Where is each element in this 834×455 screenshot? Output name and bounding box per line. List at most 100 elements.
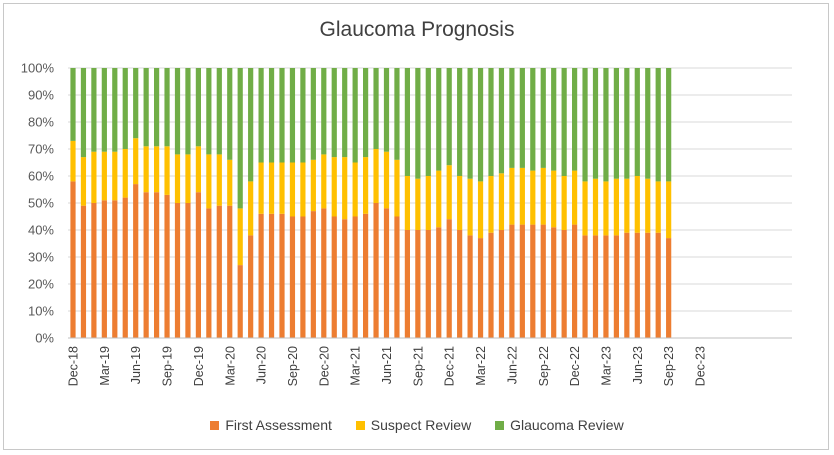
x-tick-label: Sep-20	[286, 346, 300, 386]
bar-segment	[666, 68, 672, 182]
bar-segment	[519, 167, 525, 225]
bar-segment	[289, 216, 296, 338]
bar-segment	[415, 178, 421, 230]
bar-segment	[592, 68, 599, 179]
bar-segment	[572, 170, 578, 225]
bar-segment	[572, 224, 578, 338]
bar-segment	[467, 235, 473, 338]
bar-segment	[248, 235, 254, 338]
bar-segment	[592, 178, 599, 236]
bar-segment	[268, 162, 275, 214]
legend-label: Glaucoma Review	[510, 417, 624, 433]
bar-segment	[530, 170, 536, 225]
x-tick-label: Mar-20	[223, 346, 237, 386]
bar-segment	[352, 162, 358, 217]
bar-segment	[154, 68, 160, 147]
bar-segment	[509, 167, 515, 225]
x-tick-label: Dec-23	[694, 346, 708, 386]
bar-segment	[289, 68, 296, 163]
bar-segment	[248, 68, 254, 182]
legend-item-glaucoma-review: Glaucoma Review	[495, 417, 624, 433]
bar-segment	[331, 216, 337, 338]
bar-segment	[645, 232, 651, 338]
bar-segment	[540, 68, 546, 168]
bar-segment	[363, 157, 369, 214]
bar-segment	[530, 68, 536, 171]
bar-segment	[634, 232, 640, 338]
bar-segment	[70, 181, 76, 338]
bar-segment	[509, 68, 515, 168]
bar-segment	[383, 151, 390, 209]
bar-segment	[582, 181, 588, 236]
bar-segment	[70, 68, 76, 141]
bar-segment	[237, 68, 243, 209]
x-tick-label: Jun-20	[255, 346, 269, 384]
bar-segment	[603, 181, 609, 236]
bar-segment	[561, 176, 567, 230]
bar-segment	[185, 68, 191, 155]
bar-segment	[457, 176, 463, 230]
x-tick-label: Jun-21	[380, 346, 394, 384]
bar-segment	[363, 68, 369, 158]
bar-segment	[363, 213, 369, 338]
y-tick-label: 10%	[28, 304, 54, 319]
bar-segment	[603, 235, 609, 338]
bar-segment	[457, 68, 463, 176]
bar-segment	[70, 140, 76, 182]
legend-swatch	[495, 421, 505, 430]
y-tick-label: 50%	[28, 196, 54, 211]
bar-segment	[91, 203, 97, 338]
y-axis-ticks: 0% 10% 20% 30% 40% 50% 60% 70% 80% 90% 100%	[21, 61, 55, 346]
bar-segment	[227, 68, 233, 160]
bar-segment	[404, 68, 410, 176]
bar-segment	[321, 208, 327, 338]
bar-segment	[216, 205, 222, 338]
bar-segment	[436, 170, 442, 228]
bar-segment	[216, 154, 222, 206]
bar-segment	[488, 176, 494, 233]
bar-segment	[666, 238, 672, 338]
bar-segment	[383, 208, 390, 338]
bar-segment	[457, 230, 463, 338]
y-tick-label: 30%	[28, 250, 54, 265]
bar-segment	[279, 68, 285, 163]
bar-segment	[164, 146, 170, 195]
bar-segment	[394, 216, 400, 338]
bar-segment	[446, 165, 452, 220]
bar-segment	[446, 68, 452, 166]
bar-segment	[373, 203, 379, 338]
bar-segment	[551, 68, 557, 171]
x-tick-label: Dec-22	[568, 346, 582, 386]
y-tick-label: 60%	[28, 169, 54, 184]
bar-segment	[467, 178, 473, 236]
bar-segment	[425, 176, 431, 230]
x-tick-label: Sep-21	[411, 346, 425, 386]
bar-segment	[624, 178, 630, 233]
legend: First Assessment Suspect Review Glaucoma…	[0, 417, 834, 433]
y-tick-label: 70%	[28, 142, 54, 157]
bar-segment	[112, 151, 118, 201]
bar-segment	[446, 219, 452, 338]
bar-segment	[237, 208, 243, 266]
bar-segment	[488, 232, 494, 338]
bar-segment	[551, 170, 557, 228]
bar-segment	[540, 224, 546, 338]
bar-segment	[551, 227, 557, 338]
bar-segment	[206, 154, 212, 209]
bar-segment	[467, 68, 473, 179]
bar-segment	[80, 157, 87, 206]
bar-segment	[310, 68, 316, 160]
x-tick-label: Mar-19	[98, 346, 112, 386]
bar-segment	[227, 205, 233, 338]
bar-segment	[655, 68, 661, 182]
bar-segment	[174, 154, 181, 203]
bar-segment	[195, 146, 201, 193]
bar-segment	[383, 68, 390, 152]
bar-segment	[603, 68, 609, 182]
bar-segment	[91, 68, 97, 152]
bar-segment	[101, 151, 107, 201]
bar-segment	[321, 68, 327, 155]
bar-segment	[561, 230, 567, 338]
bar-segment	[143, 68, 149, 147]
bar-segment	[342, 157, 348, 220]
